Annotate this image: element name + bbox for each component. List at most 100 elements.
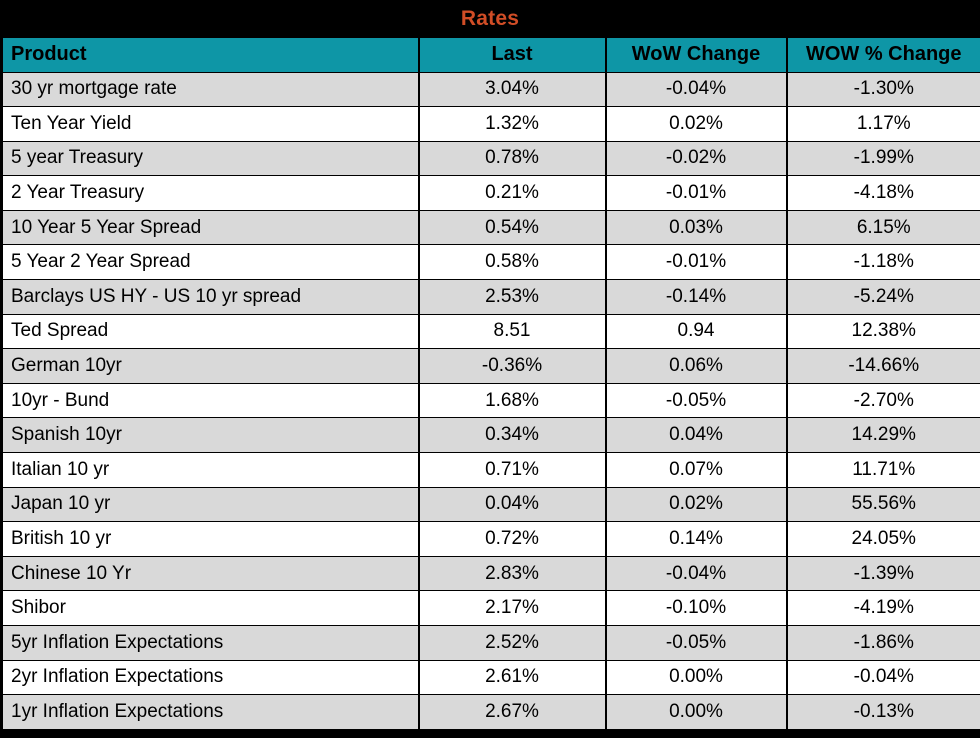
product-cell: 5 Year 2 Year Spread [1,244,419,280]
last-cell: 0.72% [417,521,606,557]
rates-table-header: Product Last WoW Change WOW % Change [1,38,980,72]
table-row: 2 Year Treasury 0.21% -0.01% -4.18% [1,175,980,211]
bottom-border-bar [0,729,980,738]
last-cell: 3.04% [417,71,606,107]
wow-pct-change-cell: 1.17% [785,106,980,142]
wow-pct-change-cell: 11.71% [785,452,980,488]
table-row: Ted Spread 8.51 0.94 12.38% [1,313,980,349]
last-cell: 0.54% [417,209,606,245]
wow-pct-change-cell: -1.99% [785,140,980,176]
last-cell: 0.04% [417,486,606,522]
last-cell: -0.36% [417,348,606,384]
wow-change-cell: 0.00% [604,694,787,730]
wow-change-cell: -0.04% [604,71,787,107]
table-row: Chinese 10 Yr 2.83% -0.04% -1.39% [1,555,980,591]
product-cell: German 10yr [1,348,419,384]
wow-pct-change-cell: -4.19% [785,590,980,626]
wow-change-cell: 0.04% [604,417,787,453]
table-title: Rates [460,7,520,30]
wow-change-cell: 0.94 [604,313,787,349]
wow-change-cell: 0.02% [604,106,787,142]
wow-change-cell: -0.10% [604,590,787,626]
product-cell: Japan 10 yr [1,486,419,522]
last-cell: 2.53% [417,279,606,315]
wow-change-cell: 0.03% [604,209,787,245]
wow-pct-change-cell: 12.38% [785,313,980,349]
column-header-wow-change: WoW Change [604,38,787,72]
table-row: 5 year Treasury 0.78% -0.02% -1.99% [1,140,980,176]
wow-change-cell: 0.06% [604,348,787,384]
product-cell: 2 Year Treasury [1,175,419,211]
wow-pct-change-cell: 14.29% [785,417,980,453]
wow-pct-change-cell: -5.24% [785,279,980,315]
product-cell: Italian 10 yr [1,452,419,488]
last-cell: 2.17% [417,590,606,626]
table-row: 5 Year 2 Year Spread 0.58% -0.01% -1.18% [1,244,980,280]
product-cell: Barclays US HY - US 10 yr spread [1,279,419,315]
table-row: 2yr Inflation Expectations 2.61% 0.00% -0.0… [1,659,980,695]
last-cell: 0.21% [417,175,606,211]
wow-change-cell: 0.00% [604,659,787,695]
table-row: 30 yr mortgage rate 3.04% -0.04% -1.30% [1,71,980,107]
table-row: 5yr Inflation Expectations 2.52% -0.05% -1.… [1,625,980,661]
table-row: Japan 10 yr 0.04% 0.02% 55.56% [1,486,980,522]
rates-table: Product Last WoW Change WOW % Change 30 … [0,38,980,730]
table-row: Ten Year Yield 1.32% 0.02% 1.17% [1,106,980,142]
last-cell: 2.61% [417,659,606,695]
wow-pct-change-cell: 6.15% [785,209,980,245]
table-row: 10 Year 5 Year Spread 0.54% 0.03% 6.15% [1,209,980,245]
wow-change-cell: -0.01% [604,175,787,211]
product-cell: 5 year Treasury [1,140,419,176]
product-cell: 10 Year 5 Year Spread [1,209,419,245]
product-cell: 30 yr mortgage rate [1,71,419,107]
last-cell: 0.58% [417,244,606,280]
wow-pct-change-cell: -1.18% [785,244,980,280]
table-row: Italian 10 yr 0.71% 0.07% 11.71% [1,452,980,488]
wow-pct-change-cell: -1.30% [785,71,980,107]
last-cell: 0.78% [417,140,606,176]
product-cell: 1yr Inflation Expectations [1,694,419,730]
wow-pct-change-cell: -2.70% [785,382,980,418]
rates-table-body: 30 yr mortgage rate 3.04% -0.04% -1.30% Ten … [1,71,980,730]
last-cell: 8.51 [417,313,606,349]
product-cell: Ten Year Yield [1,106,419,142]
table-row: Shibor 2.17% -0.10% -4.19% [1,590,980,626]
table-row: 10yr - Bund 1.68% -0.05% -2.70% [1,382,980,418]
wow-pct-change-cell: -0.13% [785,694,980,730]
wow-change-cell: -0.05% [604,625,787,661]
last-cell: 1.68% [417,382,606,418]
wow-pct-change-cell: -1.86% [785,625,980,661]
wow-pct-change-cell: -4.18% [785,175,980,211]
wow-change-cell: -0.14% [604,279,787,315]
wow-change-cell: -0.01% [604,244,787,280]
wow-pct-change-cell: -0.04% [785,659,980,695]
table-row: 1yr Inflation Expectations 2.67% 0.00% -0.1… [1,694,980,730]
last-cell: 2.67% [417,694,606,730]
table-row: Spanish 10yr 0.34% 0.04% 14.29% [1,417,980,453]
column-header-wow-pct-change: WOW % Change [785,38,980,72]
wow-pct-change-cell: -14.66% [785,348,980,384]
wow-change-cell: -0.04% [604,555,787,591]
product-cell: 5yr Inflation Expectations [1,625,419,661]
wow-pct-change-cell: 55.56% [785,486,980,522]
last-cell: 2.52% [417,625,606,661]
last-cell: 0.34% [417,417,606,453]
title-bar: Rates [0,0,980,38]
last-cell: 2.83% [417,555,606,591]
product-cell: Chinese 10 Yr [1,555,419,591]
wow-pct-change-cell: 24.05% [785,521,980,557]
product-cell: 10yr - Bund [1,382,419,418]
column-header-last: Last [417,38,606,72]
product-cell: Spanish 10yr [1,417,419,453]
wow-pct-change-cell: -1.39% [785,555,980,591]
table-row: German 10yr -0.36% 0.06% -14.66% [1,348,980,384]
last-cell: 0.71% [417,452,606,488]
wow-change-cell: 0.02% [604,486,787,522]
table-row: British 10 yr 0.72% 0.14% 24.05% [1,521,980,557]
wow-change-cell: 0.14% [604,521,787,557]
table-row: Barclays US HY - US 10 yr spread 2.53% -0.… [1,279,980,315]
wow-change-cell: -0.05% [604,382,787,418]
column-header-product: Product [1,38,419,72]
product-cell: Shibor [1,590,419,626]
product-cell: British 10 yr [1,521,419,557]
